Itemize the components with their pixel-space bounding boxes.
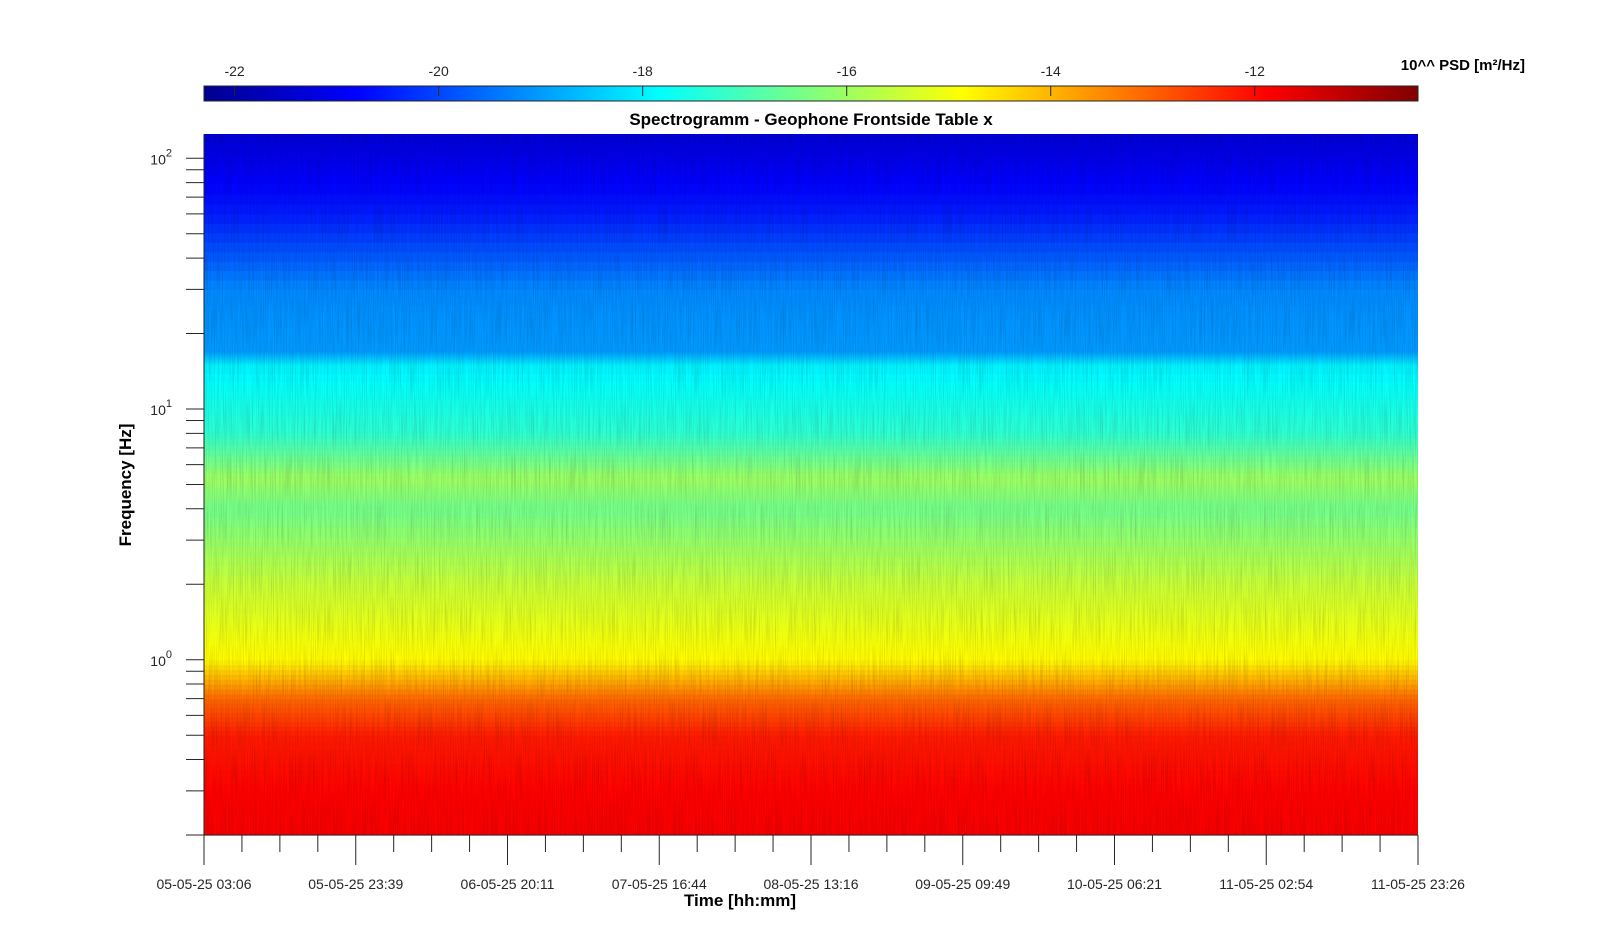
y-axis-ticks: 100 101 102	[150, 147, 204, 836]
chart-title: Spectrogramm - Geophone Frontside Table …	[629, 110, 993, 129]
heatmap-texture	[204, 134, 1418, 835]
x-tick-label: 11-05-25 02:54	[1219, 876, 1313, 892]
x-tick-label: 05-05-25 03:06	[157, 876, 252, 892]
colorbar-tick-label: -12	[1245, 63, 1265, 79]
x-tick-label: 06-05-25 20:11	[461, 876, 555, 892]
x-axis: 05-05-25 03:06 05-05-25 23:39 06-05-25 20:…	[157, 834, 1465, 892]
x-tick-label: 10-05-25 06:21	[1067, 876, 1162, 892]
x-tick-label: 08-05-25 13:16	[764, 876, 859, 892]
colorbar-tick-label: -16	[837, 63, 857, 79]
colorbar-label: 10^^ PSD [m²/Hz]	[1401, 57, 1525, 74]
x-tick-label: 11-05-25 23:26	[1371, 876, 1465, 892]
x-tick-label: 07-05-25 16:44	[612, 876, 707, 892]
x-tick-label: 05-05-25 23:39	[308, 876, 403, 892]
y-tick-label: 102	[150, 147, 172, 167]
x-axis-ticks: 05-05-25 03:06 05-05-25 23:39 06-05-25 20:…	[157, 835, 1465, 892]
colorbar-tick-label: -20	[429, 63, 449, 79]
colorbar: -22 -20 -18 -16 -14 -12 10^^ PSD [m²/Hz]	[203, 57, 1525, 102]
y-axis-label: Frequency [Hz]	[116, 424, 135, 547]
y-tick-label: 100	[150, 649, 172, 669]
x-axis-label: Time [hh:mm]	[684, 891, 796, 910]
colorbar-tick-label: -18	[633, 63, 653, 79]
colorbar-gradient	[204, 86, 1418, 101]
colorbar-tick-label: -14	[1041, 63, 1061, 79]
x-tick-label: 09-05-25 09:49	[915, 876, 1010, 892]
colorbar-ticks: -22 -20 -18 -16 -14 -12	[224, 63, 1265, 96]
y-tick-label: 101	[150, 398, 172, 418]
plot-area	[204, 134, 1418, 836]
colorbar-tick-label: -22	[224, 63, 244, 79]
y-axis: 100 101 102	[150, 134, 205, 836]
